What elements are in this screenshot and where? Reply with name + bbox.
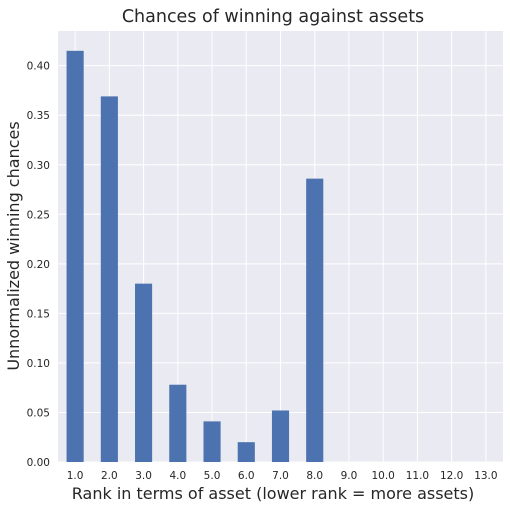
x-tick-label: 6.0: [238, 470, 255, 482]
y-axis-label: Unnormalized winning chances: [4, 121, 23, 370]
y-tick-label: 0.00: [27, 457, 50, 469]
x-axis-label: Rank in terms of asset (lower rank = mor…: [72, 484, 474, 503]
y-tick-label: 0.05: [27, 407, 50, 419]
y-tick-label: 0.35: [27, 110, 50, 122]
bar-rank-4.0: [169, 384, 187, 462]
x-tick-label: 8.0: [306, 470, 323, 482]
x-tick-label: 4.0: [169, 470, 186, 482]
chart-title: Chances of winning against assets: [122, 7, 424, 27]
bar-rank-1.0: [66, 50, 84, 462]
x-tick-label: 5.0: [204, 470, 221, 482]
x-tick-label: 13.0: [474, 470, 497, 482]
x-tick-label: 2.0: [101, 470, 118, 482]
x-tick-label: 9.0: [341, 470, 358, 482]
bar-rank-5.0: [203, 421, 221, 462]
bar-rank-2.0: [100, 96, 118, 463]
bar-rank-6.0: [237, 442, 255, 462]
x-tick-label: 10.0: [371, 470, 394, 482]
x-tick-label: 3.0: [135, 470, 152, 482]
x-tick-label: 7.0: [272, 470, 289, 482]
y-tick-label: 0.15: [27, 308, 50, 320]
y-tick-label: 0.40: [27, 61, 50, 73]
y-tick-label: 0.20: [27, 259, 50, 271]
y-tick-label: 0.30: [27, 160, 50, 172]
x-tick-labels: 1.0 2.0 3.0 4.0 5.0 6.0 7.0 8.0 9.0 10.0 11.0 12.0 1…: [67, 470, 498, 482]
x-tick-label: 1.0: [67, 470, 84, 482]
x-tick-label: 11.0: [406, 470, 429, 482]
y-tick-labels: 0.00 0.05 0.10 0.15 0.20 0.25 0.30 0.35 0.40: [27, 61, 50, 469]
bars: [66, 50, 324, 463]
bar-rank-7.0: [271, 410, 290, 462]
x-tick-label: 12.0: [440, 470, 463, 482]
y-tick-label: 0.25: [27, 209, 50, 221]
bar-rank-3.0: [135, 283, 153, 462]
y-tick-label: 0.10: [27, 358, 50, 370]
bar-rank-8.0: [306, 178, 324, 462]
